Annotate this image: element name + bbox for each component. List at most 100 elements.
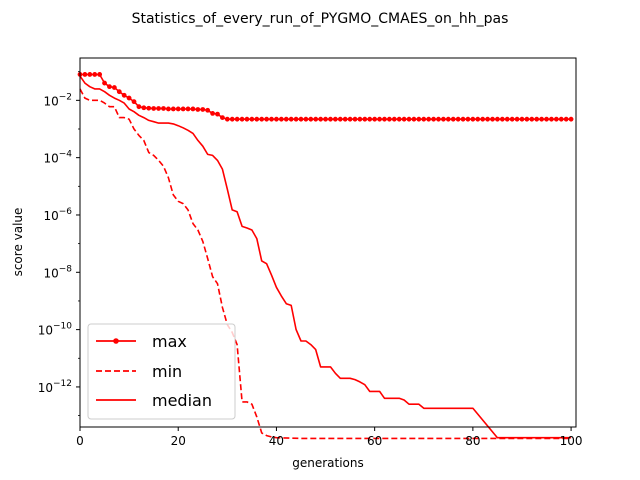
series-max-point bbox=[549, 116, 554, 122]
y-tick-label: 10−2 bbox=[43, 92, 72, 108]
series-max-point bbox=[539, 116, 545, 122]
series-max-point bbox=[470, 116, 476, 122]
plot-frame bbox=[79, 57, 577, 428]
series-max-point bbox=[303, 116, 309, 122]
series-max-point bbox=[352, 116, 358, 122]
series-max-point bbox=[259, 116, 265, 122]
series-max-point bbox=[308, 116, 314, 122]
series-max-point bbox=[313, 116, 319, 122]
x-tick-label: 40 bbox=[269, 434, 284, 448]
series-max-point bbox=[283, 116, 289, 122]
x-tick-label: 60 bbox=[367, 434, 382, 448]
series-max-point bbox=[328, 116, 333, 122]
series-max-point bbox=[534, 116, 540, 122]
series-max-point bbox=[332, 116, 338, 122]
series-max-point bbox=[485, 116, 491, 122]
series-max-point bbox=[563, 116, 569, 122]
series-max-point bbox=[298, 116, 304, 122]
series-max-point bbox=[475, 116, 481, 122]
series-max-point bbox=[269, 116, 274, 122]
y-tick-label: 10−12 bbox=[38, 379, 72, 395]
series-max-point bbox=[146, 105, 152, 111]
series-max-point bbox=[495, 116, 500, 122]
x-tick-label: 80 bbox=[465, 434, 480, 448]
series-max-point bbox=[97, 72, 103, 77]
series-max-point bbox=[136, 104, 142, 110]
series-max-point bbox=[224, 116, 230, 122]
series-max-point bbox=[92, 72, 98, 77]
series-max-point bbox=[553, 116, 559, 122]
series-max-point bbox=[175, 106, 181, 112]
series-max-point bbox=[426, 116, 432, 122]
chart-title: Statistics_of_every_run_of_PYGMO_CMAES_o… bbox=[132, 11, 509, 27]
series-max-point bbox=[288, 116, 294, 122]
series-max-point bbox=[254, 116, 260, 122]
series-max-point bbox=[544, 116, 549, 122]
series-max-point bbox=[367, 116, 373, 122]
series-max-point bbox=[529, 116, 535, 122]
series-max-point bbox=[377, 116, 382, 122]
series-max-point bbox=[342, 116, 348, 122]
x-tick-label: 20 bbox=[171, 434, 186, 448]
series-max-point bbox=[401, 116, 407, 122]
series-max-point bbox=[436, 116, 441, 122]
series-max-point bbox=[151, 106, 157, 111]
series-max-point bbox=[229, 116, 235, 122]
series-max-point bbox=[131, 99, 137, 105]
series-max-point bbox=[239, 116, 245, 122]
series-max-point bbox=[121, 92, 127, 98]
series-max-point bbox=[347, 116, 353, 122]
series-max-point bbox=[504, 116, 510, 122]
series-max-point bbox=[406, 116, 412, 122]
series-max-point bbox=[156, 106, 161, 111]
series-max-point bbox=[391, 116, 397, 122]
series-max-point bbox=[161, 106, 166, 111]
series-max-point bbox=[421, 116, 427, 122]
legend-max-label: max bbox=[152, 332, 187, 351]
series-max-point bbox=[382, 116, 387, 122]
series-max-point bbox=[499, 116, 505, 122]
series-max-point bbox=[411, 116, 417, 122]
series-min-line bbox=[79, 88, 572, 440]
series-max-point bbox=[509, 116, 515, 122]
series-max-point bbox=[568, 116, 574, 122]
series-max-point bbox=[514, 116, 520, 122]
legend-max-marker bbox=[113, 338, 119, 344]
series-max-point bbox=[102, 80, 107, 86]
series-median-line bbox=[79, 75, 572, 439]
series-max-point bbox=[126, 95, 132, 101]
y-tick-label: 10−4 bbox=[43, 150, 72, 166]
series-max-line bbox=[80, 73, 572, 120]
legend-median-label: median bbox=[152, 391, 212, 410]
series-max-point bbox=[558, 116, 564, 122]
plot-lines bbox=[77, 72, 574, 440]
series-max-point bbox=[490, 116, 495, 122]
series-max-point bbox=[362, 116, 368, 122]
y-tick-label: 10−6 bbox=[43, 207, 72, 223]
series-max-point bbox=[357, 116, 363, 122]
series-max-point bbox=[372, 116, 378, 122]
series-max-point bbox=[107, 84, 112, 90]
y-axis-label: score value bbox=[11, 208, 25, 277]
series-max-point bbox=[274, 116, 279, 122]
series-max-point bbox=[87, 72, 93, 77]
legend-box bbox=[87, 323, 236, 420]
series-max-point bbox=[111, 85, 117, 90]
y-tick-label: 10−8 bbox=[43, 264, 72, 280]
series-max-point bbox=[244, 116, 250, 122]
series-max-point bbox=[190, 106, 196, 112]
series-max-point bbox=[264, 116, 270, 122]
y-tick-label: 10−10 bbox=[38, 322, 73, 338]
series-max-point bbox=[220, 115, 225, 120]
series-max-point bbox=[170, 106, 176, 112]
series-max-point bbox=[524, 116, 530, 122]
legend-min-label: min bbox=[152, 362, 182, 381]
series-max-point bbox=[337, 116, 343, 122]
series-max-point bbox=[323, 116, 328, 122]
x-tick-label: 0 bbox=[76, 434, 84, 448]
series-max-point bbox=[386, 116, 392, 122]
series-max-point bbox=[249, 116, 255, 122]
series-max-point bbox=[416, 116, 422, 122]
series-max-point bbox=[234, 116, 240, 122]
